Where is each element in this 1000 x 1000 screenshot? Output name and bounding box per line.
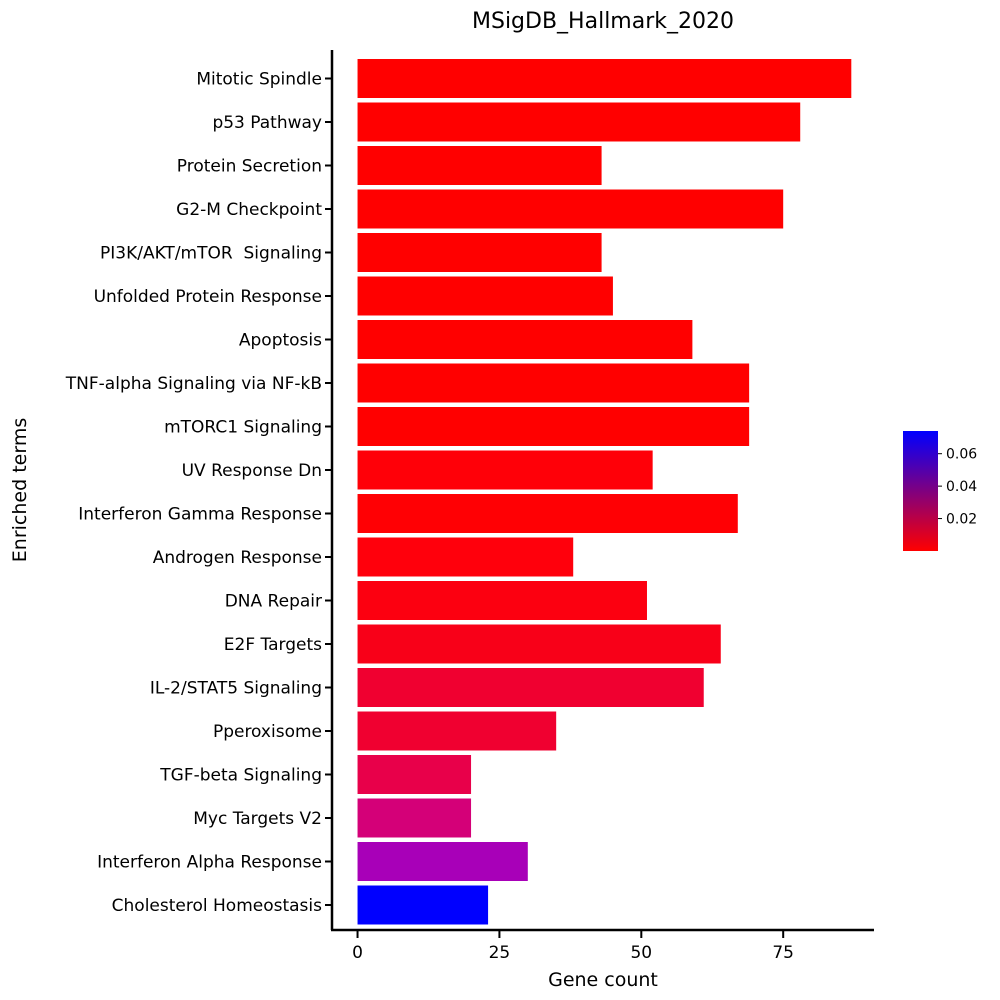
y-tick-label: Myc Targets V2 (193, 809, 322, 829)
y-tick-label: TNF-alpha Signaling via NF-kB (65, 374, 322, 394)
y-tick-label: Interferon Alpha Response (97, 853, 322, 873)
bar (357, 276, 613, 316)
bar (357, 450, 653, 490)
bar (357, 755, 472, 794)
bar (357, 189, 784, 229)
colorbar-gradient (903, 431, 938, 551)
y-tick-label: DNA Repair (225, 592, 322, 612)
bar (357, 494, 738, 533)
colorbar-legend: 0.02 0.04 0.06 (903, 431, 977, 551)
y-tick-label: p53 Pathway (212, 113, 322, 133)
colorbar-tick-label: 0.06 (946, 447, 977, 463)
bar (357, 668, 704, 707)
y-tick-label: TGF-beta Signaling (159, 766, 322, 786)
bar (357, 624, 721, 664)
x-tick-label: 0 (352, 943, 363, 963)
bar (357, 363, 750, 403)
colorbar-tick-label: 0.04 (946, 479, 977, 495)
y-tick-label: Interferon Gamma Response (78, 505, 322, 525)
bar (357, 798, 472, 838)
y-tick-label: PI3K/AKT/mTOR Signaling (100, 244, 322, 264)
bar (357, 885, 489, 925)
colorbar-tick-label: 0.02 (946, 512, 977, 528)
y-tick-label: G2-M Checkpoint (176, 200, 322, 220)
y-tick-label: UV Response Dn (182, 461, 322, 481)
y-tick-label: Androgen Response (153, 548, 322, 568)
x-tick-label: 25 (489, 943, 511, 963)
bar (357, 320, 693, 359)
bar (357, 581, 647, 620)
y-ticks-layer: Mitotic Spindle p53 Pathway Protein Secret… (65, 70, 332, 916)
bar (357, 711, 557, 751)
y-tick-label: Protein Secretion (177, 157, 322, 177)
bar (357, 537, 574, 577)
bar (357, 59, 852, 98)
y-tick-label: Mitotic Spindle (196, 70, 322, 90)
x-tick-label: 75 (772, 943, 794, 963)
bar (357, 842, 528, 881)
colorbar-ticks-layer: 0.02 0.04 0.06 (938, 447, 977, 528)
y-tick-label: Unfolded Protein Response (94, 287, 322, 307)
bar (357, 102, 801, 142)
x-tick-label: 50 (630, 943, 652, 963)
x-axis-label: Gene count (548, 969, 658, 991)
bar (357, 146, 602, 185)
x-ticks-layer: 0 25 50 75 (352, 930, 794, 963)
y-tick-label: Pperoxisome (213, 722, 322, 742)
y-tick-label: mTORC1 Signaling (164, 418, 322, 438)
bar (357, 407, 750, 446)
y-tick-label: Apoptosis (239, 331, 322, 351)
y-tick-label: IL-2/STAT5 Signaling (150, 679, 322, 699)
bars-layer (357, 59, 852, 925)
chart-title: MSigDB_Hallmark_2020 (472, 9, 734, 34)
y-tick-label: E2F Targets (224, 635, 322, 655)
bar (357, 233, 602, 272)
y-tick-label: Cholesterol Homeostasis (112, 896, 322, 916)
y-axis-label: Enriched terms (9, 418, 31, 562)
